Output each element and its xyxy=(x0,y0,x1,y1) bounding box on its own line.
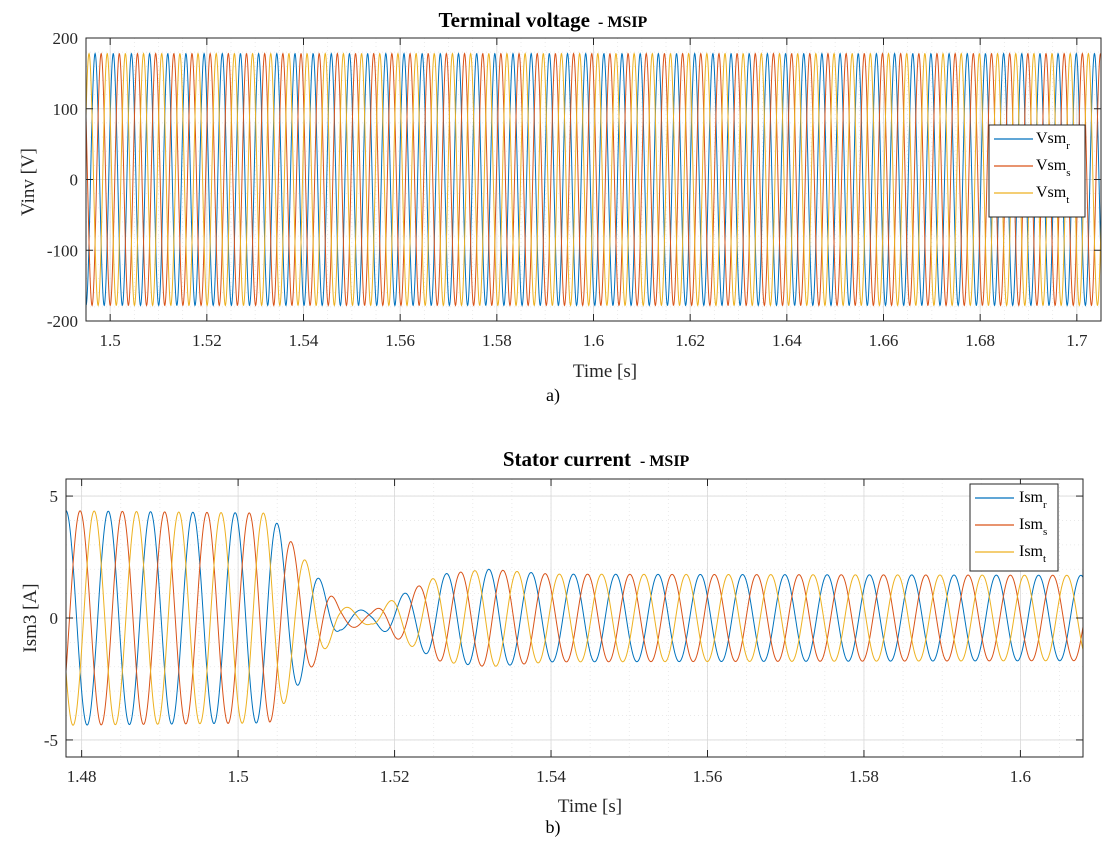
chart-a-ylabel: Vinv [V] xyxy=(18,148,39,216)
x-tick-label: 1.48 xyxy=(67,767,97,786)
chart-b-legend: Ismr Isms Ismt xyxy=(969,483,1059,572)
x-tick-label: 1.62 xyxy=(675,331,705,350)
x-tick-label: 1.54 xyxy=(289,331,319,350)
chart-a-legend-box xyxy=(988,124,1086,218)
chart-a-ticks: 1.5 1.52 1.54 1.56 1.58 1.6 1.62 1.64 1.66 1.68 1.… xyxy=(47,29,1101,350)
x-tick-label: 1.58 xyxy=(482,331,512,350)
x-tick-label: 1.56 xyxy=(693,767,723,786)
series-line-vsm-r xyxy=(86,52,1101,307)
chart-a-title: Terminal voltage xyxy=(439,8,590,32)
legend-label-r: Vsmr xyxy=(1036,130,1070,152)
stator-current-chart: Stator current - MSIP 1.48 1.5 1.52 1.54 1.5… xyxy=(20,447,1084,838)
x-tick-label: 1.66 xyxy=(869,331,899,350)
chart-b-ylabel: Ism3 [A] xyxy=(20,583,41,652)
series-line-ism-s xyxy=(66,510,1083,726)
y-tick-label: 200 xyxy=(53,29,79,48)
x-tick-label: 1.52 xyxy=(192,331,222,350)
x-tick-label: 1.56 xyxy=(385,331,415,350)
chart-b-series-lines xyxy=(66,510,1083,726)
y-tick-label: 100 xyxy=(53,100,79,119)
x-tick-label: 1.6 xyxy=(583,331,604,350)
y-tick-label: 5 xyxy=(50,487,59,506)
chart-b-caption: b) xyxy=(546,817,561,838)
chart-a-series-lines xyxy=(86,52,1101,307)
chart-b-ticks: 1.48 1.5 1.52 1.54 1.56 1.58 1.6 -5 0 5 xyxy=(44,479,1083,786)
chart-a-xlabel: Time [s] xyxy=(573,361,637,382)
chart-b-title: Stator current xyxy=(503,447,631,471)
y-tick-label: -5 xyxy=(44,731,58,750)
legend-label-r: Ismr xyxy=(1019,489,1047,511)
terminal-voltage-chart: Terminal voltage - MSIP 1.5 1.52 1.54 1.56 1… xyxy=(18,8,1102,406)
x-tick-label: 1.58 xyxy=(849,767,879,786)
y-tick-label: -100 xyxy=(47,241,78,260)
x-tick-label: 1.5 xyxy=(227,767,248,786)
chart-b-title-suffix: - MSIP xyxy=(640,453,690,470)
y-tick-label: 0 xyxy=(50,609,59,628)
legend-label-t: Ismt xyxy=(1019,543,1046,565)
chart-a-caption: a) xyxy=(546,385,560,406)
y-tick-label: 0 xyxy=(70,171,79,190)
chart-a-legend: Vsmr Vsms Vsmt xyxy=(988,124,1086,218)
series-line-ism-r xyxy=(66,510,1083,726)
x-tick-label: 1.64 xyxy=(772,331,802,350)
x-tick-label: 1.6 xyxy=(1010,767,1031,786)
legend-label-t: Vsmt xyxy=(1036,184,1069,206)
chart-a-title-suffix: - MSIP xyxy=(598,14,648,31)
series-line-ism-t xyxy=(66,510,1083,726)
y-tick-label: -200 xyxy=(47,312,78,331)
legend-label-s: Isms xyxy=(1019,516,1047,538)
chart-b-grid xyxy=(66,479,1083,757)
series-line-vsm-t xyxy=(86,52,1101,307)
x-tick-label: 1.5 xyxy=(100,331,121,350)
chart-b-xlabel: Time [s] xyxy=(558,796,622,817)
series-line-vsm-s xyxy=(86,52,1101,307)
x-tick-label: 1.7 xyxy=(1066,331,1088,350)
x-tick-label: 1.54 xyxy=(536,767,566,786)
legend-label-s: Vsms xyxy=(1036,157,1071,179)
x-tick-label: 1.52 xyxy=(380,767,410,786)
x-tick-label: 1.68 xyxy=(965,331,995,350)
